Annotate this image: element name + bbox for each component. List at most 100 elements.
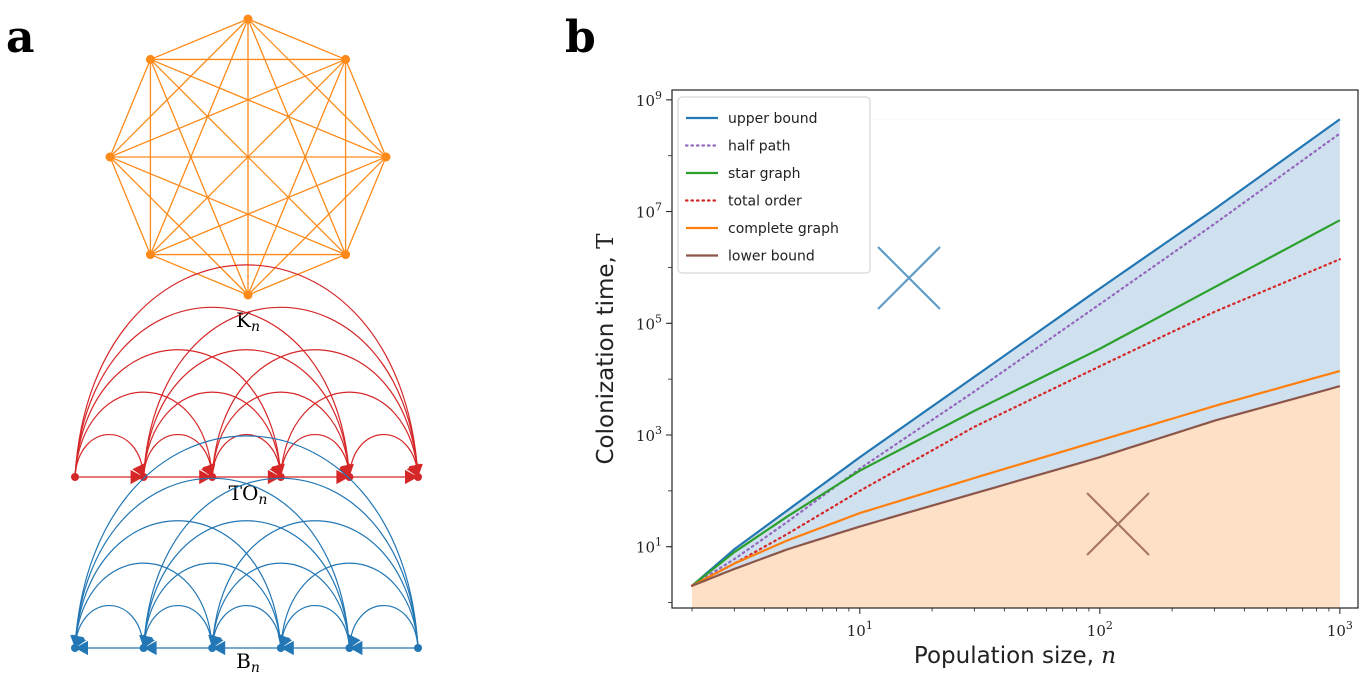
burst-arrowhead <box>212 640 226 656</box>
burst-arrowhead <box>348 634 361 648</box>
complete-graph-edge <box>149 59 249 296</box>
legend-box <box>677 96 871 274</box>
complete-graph-edge <box>150 18 249 61</box>
total-order-arrowhead <box>336 469 350 485</box>
x-axis-title: Population size, n <box>914 643 1116 669</box>
burst-graph-diagram <box>70 435 422 656</box>
total-order-arrowhead <box>267 469 281 485</box>
total-order-edge-arc <box>211 349 419 478</box>
total-order-graph-diagram <box>71 264 423 485</box>
total-order-edge-arc <box>280 433 350 478</box>
total-order-node <box>139 473 148 481</box>
total-order-edge-arc <box>143 349 350 478</box>
burst-graph-label: Bn <box>236 649 260 676</box>
total-order-node <box>345 473 354 481</box>
burst-node <box>276 644 285 652</box>
burst-node <box>208 644 217 652</box>
series-line-complete-graph <box>691 369 1341 587</box>
total-order-edge-arc <box>211 433 282 478</box>
panel-label-b: b <box>565 12 596 63</box>
burst-edge-arc <box>211 604 282 649</box>
y-tick-label: 101 <box>636 536 662 557</box>
complete-graph-edge <box>344 156 387 255</box>
x-tick-label: 103 <box>1327 619 1353 640</box>
complete-graph-edge <box>150 253 249 296</box>
complete-graph-edge <box>150 58 387 158</box>
total-order-arrowhead <box>406 463 419 477</box>
complete-graph-edge <box>150 156 387 256</box>
burst-arrowhead <box>280 640 294 656</box>
complete-graph-node <box>243 14 253 24</box>
complete-graph-label-main: K <box>236 308 252 332</box>
burst-arrowhead <box>75 640 88 656</box>
total-order-arrowhead <box>200 463 213 477</box>
y-axis-title-var: T <box>593 233 619 249</box>
x-tick-label: 101 <box>847 619 873 640</box>
total-order-edge-arc <box>348 433 419 478</box>
colonization-time-chart: 101 102 103 101 103 105 107 109 Population size… <box>593 89 1359 669</box>
complete-graph-edge <box>247 253 346 296</box>
total-order-arrowhead <box>269 463 282 477</box>
burst-graph-label-sub: n <box>251 660 260 676</box>
complete-graph-edge <box>109 156 152 255</box>
legend-label: complete graph <box>728 221 839 237</box>
y-axis-title-main: Colonization time, <box>593 249 619 465</box>
total-order-graph-label-sub: n <box>258 492 267 508</box>
burst-edge-arc <box>143 477 419 649</box>
x-axis-title-main: Population size, <box>914 643 1101 669</box>
complete-graph-edge <box>149 18 249 255</box>
legend-label: total order <box>728 194 802 210</box>
x-tick-label: 102 <box>1087 619 1113 640</box>
burst-edge-arc <box>74 435 419 649</box>
lower-region-cross <box>1086 492 1150 556</box>
burst-arrowhead <box>70 635 84 648</box>
complete-graph-label: Kn <box>236 308 260 335</box>
burst-edge-arc <box>74 477 350 649</box>
series-lines <box>690 118 1341 587</box>
burst-arrowhead <box>349 640 363 656</box>
total-order-arrowhead <box>338 463 350 477</box>
burst-edge-arc <box>143 604 213 649</box>
complete-graph-label-sub: n <box>251 319 260 335</box>
total-order-node <box>208 473 217 481</box>
complete-graph-edge <box>109 156 249 296</box>
x-axis-title-var: n <box>1101 643 1116 669</box>
total-order-graph-label: TOn <box>229 481 268 508</box>
y-tick-label: 109 <box>636 89 662 110</box>
upper-region-cross <box>877 246 941 310</box>
burst-node <box>139 644 148 652</box>
y-tick-label: 103 <box>636 424 662 445</box>
series-line-star-graph <box>691 219 1341 587</box>
complete-graph-edge <box>149 58 347 256</box>
total-order-edge-arc <box>143 433 213 478</box>
legend-label: star graph <box>728 166 801 182</box>
complete-graph-node <box>145 250 155 260</box>
total-order-edge-arc <box>74 433 145 478</box>
total-order-node <box>71 473 79 481</box>
legend-label: upper bound <box>728 111 818 127</box>
burst-edge-arc <box>211 520 419 649</box>
total-order-arrowhead <box>199 469 213 485</box>
burst-arrowhead <box>143 640 157 656</box>
burst-edge-arc <box>74 604 145 649</box>
y-tick-label: 107 <box>636 201 662 222</box>
total-order-arrowhead <box>405 469 418 485</box>
complete-graph-diagram <box>105 14 391 300</box>
complete-graph-node <box>243 290 253 300</box>
complete-graph-edge <box>109 156 346 256</box>
complete-graph-edge <box>344 59 387 158</box>
total-order-edge-arc <box>280 391 419 478</box>
complete-graph-edge <box>247 18 346 61</box>
axis-ticks: 101 102 103 101 103 105 107 109 <box>636 89 1353 640</box>
burst-edge-arc <box>74 520 282 649</box>
complete-graph-node <box>341 250 351 260</box>
complete-graph-edge <box>109 58 346 158</box>
series-line-half-path <box>690 132 1341 587</box>
series-line-total-order <box>690 258 1341 587</box>
total-order-node <box>276 473 285 481</box>
panel-label-a: a <box>6 12 35 63</box>
legend-label: half path <box>728 139 791 155</box>
legend: upper bound half path star graph total orde… <box>677 96 871 274</box>
y-tick-label: 105 <box>636 312 662 333</box>
burst-edge-arc <box>348 604 419 649</box>
